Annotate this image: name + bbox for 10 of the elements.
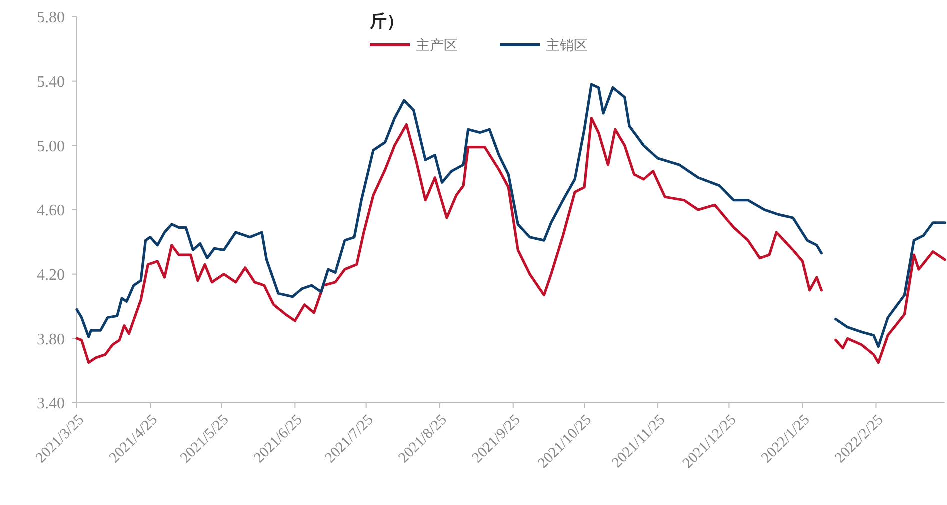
y-tick-label: 5.80 <box>37 10 65 27</box>
y-tick-label: 5.40 <box>37 74 65 91</box>
legend-label: 主产区 <box>416 38 458 54</box>
chart-title: 斤） <box>369 12 404 31</box>
y-tick-label: 3.40 <box>37 396 65 413</box>
y-tick-label: 4.60 <box>37 202 65 220</box>
y-tick-label: 4.20 <box>37 266 65 284</box>
legend-label: 主销区 <box>546 38 588 54</box>
y-tick-label: 3.80 <box>37 331 65 348</box>
y-tick-label: 5.00 <box>37 138 65 156</box>
